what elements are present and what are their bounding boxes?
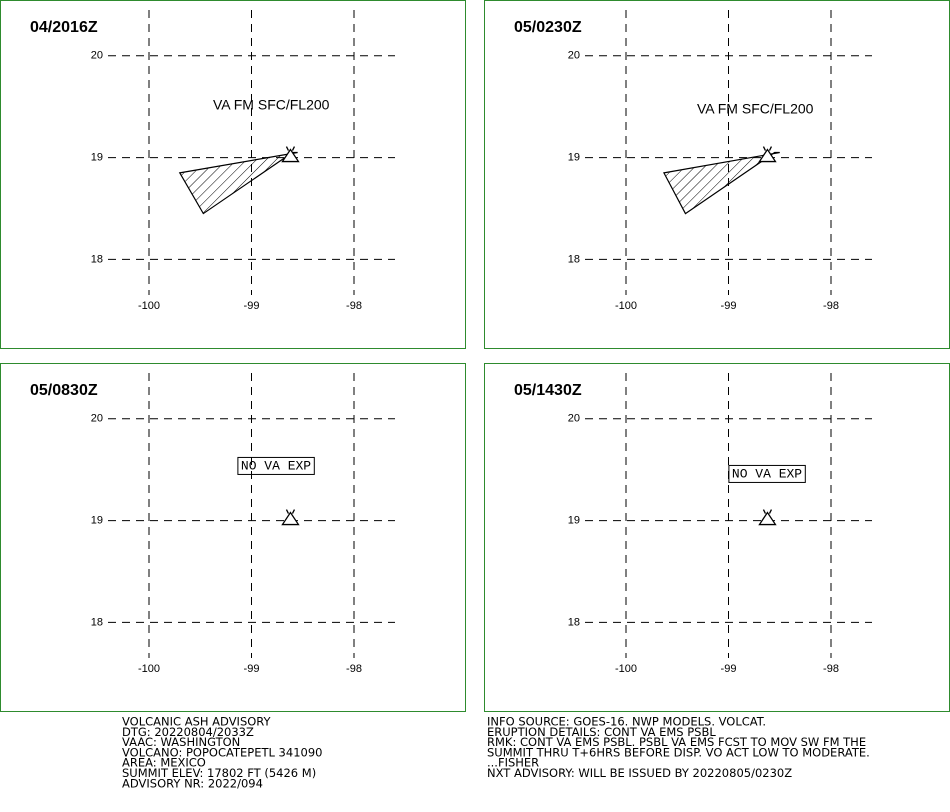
panel-title: 05/1430Z	[514, 382, 582, 399]
map-panel: -100 -99 -98 18 19 20 05/0230Z VA FM SFC/FL200	[484, 0, 950, 349]
y-tick-label: 18	[91, 253, 103, 265]
ash-label: NO VA EXP	[241, 458, 311, 473]
y-tick-label: 19	[91, 514, 103, 526]
ash-label: NO VA EXP	[732, 466, 802, 481]
advisory-line: ...FISHER	[487, 756, 539, 770]
ash-label: VA FM SFC/FL200	[697, 101, 814, 117]
ash-label: VA FM SFC/FL200	[213, 97, 330, 113]
x-tick-label: -99	[244, 300, 260, 312]
y-tick-label: 18	[91, 616, 103, 628]
x-tick-label: -98	[346, 300, 362, 312]
volcano-symbol	[758, 509, 777, 526]
x-tick-label: -100	[615, 300, 637, 312]
map-panel: -100 -99 -98 18 19 20 04/2016Z VA FM SFC/FL200	[0, 0, 466, 349]
advisory-line: VAAC: WASHINGTON	[122, 735, 240, 749]
label-box	[728, 464, 806, 483]
map-panel: -100 -99 -98 18 19 20 05/0830Z NO VA EXP	[0, 363, 466, 712]
y-tick-label: 20	[568, 50, 580, 62]
advisory-line: ADVISORY NR: 2022/094	[122, 776, 263, 790]
label-box	[237, 456, 315, 475]
advisory-line: DTG: 20220804/2033Z	[122, 725, 254, 739]
y-tick-label: 19	[568, 514, 580, 526]
panel-frame	[0, 363, 466, 712]
volcano-symbol	[281, 509, 300, 526]
ash-polygon	[178, 151, 298, 215]
advisory-line: VOLCANO: POPOCATEPETL 341090	[122, 745, 322, 759]
x-tick-label: -100	[138, 663, 160, 675]
panel-title: 05/0830Z	[30, 382, 98, 399]
panel-frame	[484, 363, 950, 712]
advisory-line: INFO SOURCE: GOES-16. NWP MODELS. VOLCAT…	[487, 715, 766, 729]
volcano-symbol	[758, 146, 777, 163]
advisory-line: SUMMIT ELEV: 17802 FT (5426 M)	[122, 766, 316, 780]
x-tick-label: -99	[244, 663, 260, 675]
x-tick-label: -100	[138, 300, 160, 312]
y-tick-label: 19	[568, 151, 580, 163]
x-tick-label: -98	[823, 663, 839, 675]
map-panel: -100 -99 -98 18 19 20 05/1430Z NO VA EXP	[484, 363, 950, 712]
panel-frame	[0, 0, 466, 349]
x-tick-label: -99	[721, 300, 737, 312]
panel-title: 05/0230Z	[514, 19, 582, 36]
y-tick-label: 18	[568, 253, 580, 265]
x-tick-label: -98	[346, 663, 362, 675]
ash-polygon	[663, 151, 780, 215]
panel-title: 04/2016Z	[30, 19, 98, 36]
volcano-symbol	[281, 146, 300, 163]
advisory-line: VOLCANIC ASH ADVISORY	[122, 715, 272, 729]
x-tick-label: -100	[615, 663, 637, 675]
y-tick-label: 20	[91, 413, 103, 425]
advisory-line: AREA: MEXICO	[122, 756, 206, 770]
y-tick-label: 18	[568, 616, 580, 628]
advisory-line: ERUPTION DETAILS: CONT VA EMS PSBL	[487, 725, 716, 739]
x-tick-label: -98	[823, 300, 839, 312]
advisory-line: RMK: CONT VA EMS PSBL. PSBL VA EMS FCST …	[487, 735, 866, 749]
advisory-line: SUMMIT THRU T+6HRS BEFORE DISP. VO ACT L…	[487, 745, 870, 759]
advisory-line: NXT ADVISORY: WILL BE ISSUED BY 20220805…	[487, 766, 792, 780]
x-tick-label: -99	[721, 663, 737, 675]
y-tick-label: 20	[91, 50, 103, 62]
y-tick-label: 19	[91, 151, 103, 163]
y-tick-label: 20	[568, 413, 580, 425]
